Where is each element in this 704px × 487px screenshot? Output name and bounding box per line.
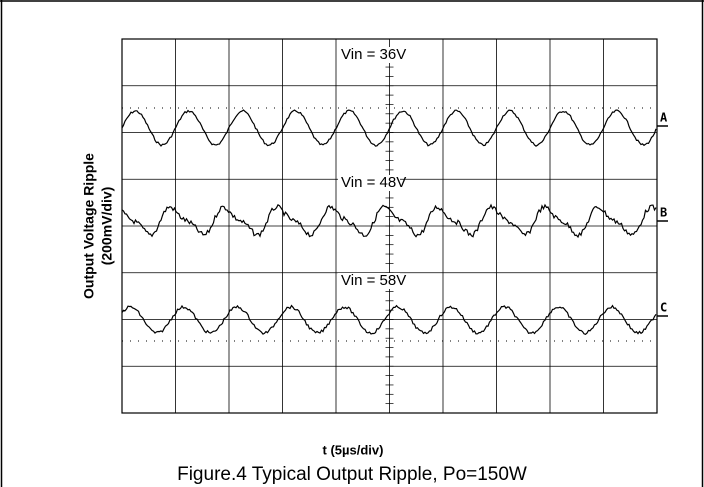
label-bg — [338, 47, 400, 63]
waveform — [121, 304, 657, 335]
trace-label: Vin = 36V — [341, 46, 406, 63]
waveform — [121, 109, 657, 147]
waveform — [121, 203, 657, 239]
y-label-unit: (200mV/div) — [99, 187, 115, 266]
channel-label: B — [660, 206, 667, 220]
label-bg — [338, 175, 400, 191]
scope-screen: Vin = 36V A Vin = 48V B Vin = 58V C — [121, 38, 668, 414]
channel-label: A — [660, 111, 668, 125]
label-bg — [338, 273, 400, 289]
trace-label: Vin = 58V — [341, 272, 406, 289]
x-label: t (5µs/div) — [323, 442, 384, 457]
trace-label: Vin = 48V — [341, 174, 406, 191]
caption: Figure.4 Typical Output Ripple, Po=150W — [177, 464, 527, 485]
channel-label: C — [660, 301, 667, 315]
y-label: Output Voltage Ripple — [81, 153, 97, 299]
